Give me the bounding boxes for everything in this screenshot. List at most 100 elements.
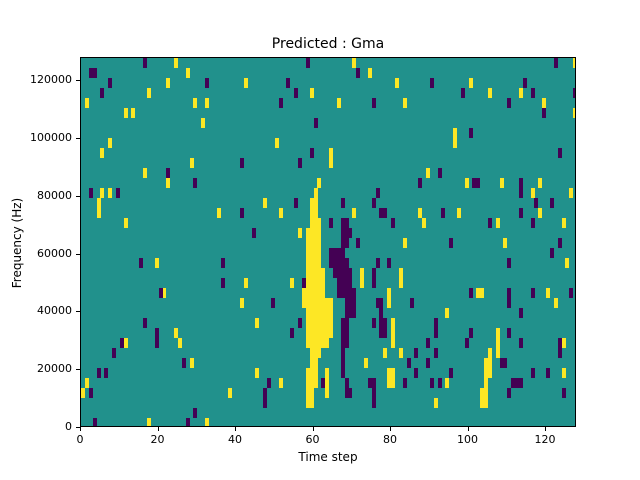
- heatmap-cell: [402, 98, 407, 108]
- heatmap-cell: [340, 358, 345, 368]
- heatmap-cell: [193, 178, 198, 188]
- heatmap-cell: [344, 318, 349, 328]
- heatmap-cell: [243, 278, 248, 288]
- heatmap-cell: [154, 258, 159, 268]
- heatmap-cell: [336, 288, 341, 298]
- heatmap-cell: [301, 288, 306, 298]
- heatmap-cell: [348, 288, 353, 298]
- x-tick-label: 20: [150, 433, 165, 446]
- heatmap-cell: [325, 338, 330, 348]
- heatmap-cell: [557, 338, 562, 348]
- heatmap-cell: [317, 178, 322, 188]
- x-tick-mark: [80, 427, 81, 431]
- heatmap-cell: [557, 238, 562, 248]
- plot-area: [80, 57, 576, 427]
- heatmap-cell: [301, 278, 306, 288]
- y-tick-mark: [76, 137, 80, 139]
- heatmap-cell: [371, 378, 376, 388]
- heatmap-cell: [507, 328, 512, 338]
- heatmap-cell: [484, 388, 488, 398]
- heatmap-cell: [344, 288, 349, 298]
- heatmap-cell: [414, 348, 419, 358]
- heatmap-cell: [305, 398, 310, 408]
- heatmap-cell: [294, 88, 299, 98]
- heatmap-cell: [298, 318, 302, 328]
- heatmap-cell: [313, 338, 318, 348]
- heatmap-cell: [255, 318, 260, 328]
- x-tick-mark: [467, 427, 469, 431]
- heatmap-cell: [499, 178, 504, 188]
- heatmap-cell: [340, 328, 345, 338]
- heatmap-cell: [460, 88, 465, 98]
- heatmap-cell: [321, 308, 326, 318]
- heatmap-cell: [309, 228, 314, 238]
- heatmap-cell: [278, 98, 283, 108]
- heatmap-cell: [340, 278, 345, 288]
- heatmap-cell: [379, 298, 384, 308]
- heatmap-cell: [387, 288, 392, 298]
- heatmap-cell: [325, 388, 330, 398]
- heatmap-cell: [313, 378, 318, 388]
- heatmap-cell: [340, 238, 345, 248]
- heatmap-cell: [495, 338, 500, 348]
- heatmap-cell: [143, 318, 147, 328]
- heatmap-cell: [309, 198, 314, 208]
- heatmap-cell: [445, 378, 450, 388]
- heatmap-cell: [487, 88, 492, 98]
- heatmap-cell: [468, 288, 473, 298]
- x-axis-label: Time step: [298, 450, 358, 464]
- heatmap-cell: [290, 278, 295, 288]
- heatmap-cell: [317, 338, 322, 348]
- heatmap-cell: [418, 178, 423, 188]
- heatmap-cell: [100, 188, 105, 198]
- heatmap-cell: [480, 288, 485, 298]
- heatmap-cell: [484, 368, 488, 378]
- heatmap-cell: [305, 368, 310, 378]
- heatmap-cell: [495, 328, 500, 338]
- heatmap-cell: [518, 178, 523, 188]
- heatmap-cell: [340, 228, 345, 238]
- heatmap-cell: [383, 318, 388, 328]
- chart-title: Predicted : Gma: [271, 36, 385, 52]
- heatmap-cell: [511, 378, 516, 388]
- y-tick-label: 80000: [37, 188, 72, 202]
- heatmap-cell: [96, 368, 101, 378]
- heatmap-cell: [391, 368, 395, 378]
- heatmap-cell: [313, 348, 318, 358]
- x-tick-label: 80: [383, 433, 397, 446]
- heatmap-cell: [336, 258, 341, 268]
- heatmap-cell: [321, 378, 326, 388]
- heatmap-cell: [340, 218, 345, 228]
- y-tick-mark: [76, 311, 80, 313]
- heatmap-cell: [530, 218, 535, 228]
- heatmap-cell: [499, 358, 504, 368]
- heatmap-cell: [340, 348, 345, 358]
- heatmap-cell: [305, 248, 310, 258]
- heatmap-cell: [534, 198, 539, 208]
- heatmap-cell: [298, 158, 302, 168]
- heatmap-cell: [146, 88, 151, 98]
- heatmap-cell: [352, 288, 357, 298]
- heatmap-cell: [309, 318, 314, 328]
- heatmap-cell: [317, 258, 322, 268]
- heatmap-cell: [379, 328, 384, 338]
- heatmap-cell: [340, 288, 345, 298]
- x-tick-label: 40: [228, 433, 242, 446]
- heatmap-cell: [305, 58, 310, 68]
- heatmap-cell: [321, 318, 326, 328]
- y-tick-mark: [76, 195, 80, 197]
- heatmap-cell: [119, 338, 124, 348]
- heatmap-cell: [313, 318, 318, 328]
- heatmap-cell: [313, 288, 318, 298]
- heatmap-cell: [391, 328, 395, 338]
- heatmap-cell: [205, 418, 209, 426]
- heatmap-cell: [379, 208, 384, 218]
- heatmap-cell: [522, 78, 527, 88]
- heatmap-cell: [391, 218, 395, 228]
- heatmap-cell: [425, 358, 430, 368]
- y-axis-label: Frequency (Hz): [10, 197, 24, 289]
- heatmap-cell: [538, 178, 543, 188]
- heatmap-cell: [429, 78, 434, 88]
- heatmap-cell: [332, 248, 337, 258]
- heatmap-cell: [313, 238, 318, 248]
